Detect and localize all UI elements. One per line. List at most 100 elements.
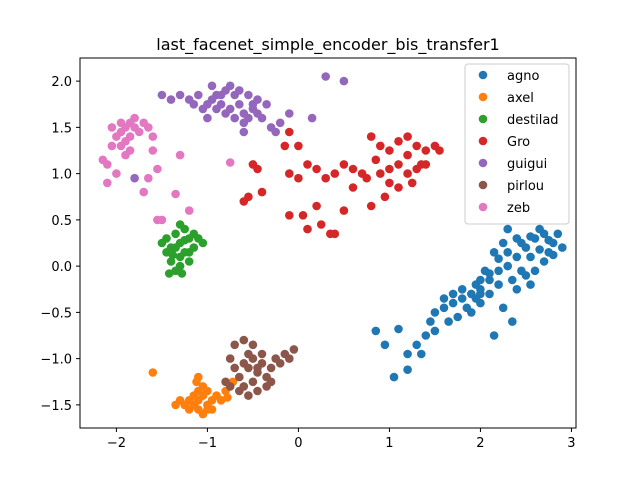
- point-Gro-17: [339, 160, 349, 169]
- point-agno-30: [521, 271, 531, 280]
- point-zeb-20: [139, 187, 148, 197]
- legend-label-guigui: guigui: [507, 157, 547, 172]
- point-Gro-9: [376, 169, 385, 178]
- point-agno-66: [476, 289, 485, 299]
- point-Gro-0: [366, 132, 376, 141]
- point-pirlou-8: [248, 377, 258, 387]
- point-Gro-29: [326, 229, 335, 239]
- point-zeb-17: [148, 132, 158, 141]
- point-agno-52: [508, 317, 517, 326]
- point-pirlou-20: [230, 340, 239, 350]
- point-pirlou-6: [230, 363, 239, 373]
- point-agno-12: [430, 308, 440, 317]
- point-guigui-33: [225, 81, 235, 91]
- point-destilad-22: [177, 269, 187, 278]
- legend-frame: [464, 63, 570, 225]
- y-tick-label: −1.0: [40, 353, 72, 368]
- point-Gro-47: [371, 155, 381, 165]
- point-agno-19: [498, 238, 508, 248]
- legend-marker-destilad: [478, 114, 488, 124]
- point-guigui-31: [130, 173, 139, 183]
- point-Gro-44: [407, 178, 417, 188]
- point-agno-45: [389, 372, 399, 382]
- point-destilad-20: [180, 235, 189, 245]
- point-pirlou-15: [244, 349, 253, 359]
- point-agno-11: [439, 303, 449, 313]
- point-zeb-28: [116, 118, 126, 128]
- point-agno-29: [530, 266, 540, 276]
- point-destilad-21: [168, 250, 178, 260]
- series-destilad: [157, 220, 208, 278]
- point-pirlou-14: [289, 345, 299, 354]
- x-tick-label: 2: [476, 436, 484, 451]
- point-guigui-35: [203, 113, 212, 123]
- point-pirlou-7: [225, 354, 235, 363]
- point-Gro-31: [303, 224, 312, 234]
- series-agno: [371, 224, 567, 382]
- point-pirlou-18: [253, 386, 262, 396]
- point-agno-25: [444, 317, 453, 326]
- point-guigui-36: [235, 86, 244, 95]
- point-zeb-29: [107, 123, 117, 132]
- legend-marker-guigui: [478, 158, 488, 168]
- point-guigui-39: [262, 100, 271, 109]
- point-agno-15: [535, 224, 544, 234]
- point-axel-22: [148, 368, 158, 377]
- point-Gro-4: [403, 132, 412, 141]
- point-agno-24: [453, 312, 463, 322]
- point-agno-61: [498, 303, 508, 313]
- point-guigui-15: [253, 95, 262, 104]
- point-Gro-20: [312, 164, 321, 174]
- legend-marker-axel: [478, 92, 488, 102]
- legend-marker-Gro: [478, 136, 488, 146]
- legend-label-axel: axel: [507, 91, 534, 106]
- point-Gro-6: [421, 146, 431, 155]
- point-zeb-24: [171, 189, 180, 199]
- point-zeb-5: [134, 127, 144, 137]
- data-points: [98, 72, 567, 419]
- point-agno-5: [494, 266, 503, 276]
- point-pirlou-17: [235, 386, 244, 396]
- point-agno-42: [412, 340, 422, 350]
- point-agno-49: [417, 349, 426, 359]
- point-agno-41: [421, 331, 431, 340]
- point-destilad-24: [189, 229, 199, 239]
- point-zeb-18: [153, 164, 162, 174]
- x-tick-label: 3: [567, 436, 575, 451]
- point-Gro-41: [380, 192, 390, 202]
- point-agno-62: [512, 285, 522, 294]
- point-agno-51: [526, 280, 535, 289]
- point-agno-38: [448, 289, 458, 299]
- point-agno-63: [503, 248, 512, 257]
- series-zeb: [98, 113, 235, 225]
- point-pirlou-19: [257, 349, 267, 359]
- point-destilad-19: [184, 248, 194, 257]
- point-pirlou-10: [266, 363, 276, 373]
- legend-marker-zeb: [478, 202, 488, 212]
- point-agno-18: [508, 275, 517, 285]
- point-zeb-9: [103, 178, 112, 188]
- point-guigui-20: [230, 113, 239, 123]
- point-pirlou-22: [248, 340, 258, 350]
- point-zeb-3: [112, 132, 121, 141]
- point-pirlou-21: [239, 335, 249, 345]
- y-tick-label: 1.0: [51, 168, 72, 183]
- point-destilad-17: [175, 220, 185, 229]
- point-agno-39: [439, 294, 449, 303]
- point-agno-46: [380, 340, 390, 350]
- y-tick-label: −0.5: [40, 306, 72, 321]
- point-pirlou-24: [225, 382, 235, 391]
- point-Gro-37: [239, 197, 249, 206]
- point-guigui-30: [157, 90, 167, 100]
- point-guigui-29: [285, 109, 294, 118]
- plot-frame: [79, 57, 577, 429]
- series-guigui: [130, 72, 349, 183]
- point-Gro-26: [285, 127, 294, 137]
- y-tick-label: −1.5: [40, 399, 72, 414]
- point-zeb-26: [225, 158, 235, 167]
- point-guigui-40: [307, 113, 317, 123]
- point-axel-13: [184, 405, 194, 414]
- point-agno-33: [494, 280, 503, 289]
- point-zeb-19: [144, 173, 153, 183]
- point-agno-50: [430, 326, 440, 336]
